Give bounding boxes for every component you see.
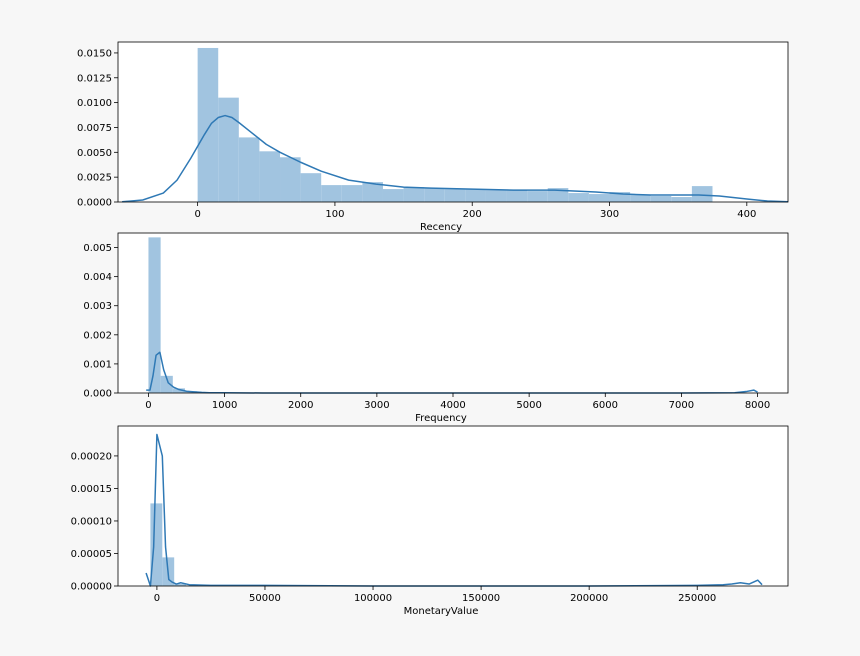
y-tick-label: 0.004 bbox=[83, 272, 112, 283]
y-tick-label: 0.0100 bbox=[77, 98, 112, 109]
x-tick-label: 250000 bbox=[678, 593, 716, 604]
histogram-bar bbox=[485, 190, 507, 202]
x-tick-label: 3000 bbox=[364, 400, 389, 411]
y-tick-label: 0.00010 bbox=[71, 516, 112, 527]
chart-panel-recency: 0 100 200 300 400 0.0000 0.0025 0.0050 0.0075 0.0… bbox=[77, 41, 789, 233]
plot-area bbox=[118, 233, 788, 393]
histogram-bar bbox=[465, 189, 486, 202]
histogram-bar bbox=[382, 189, 404, 202]
histogram-bar bbox=[150, 503, 163, 586]
x-tick-label: 100000 bbox=[354, 593, 392, 604]
x-tick-label: 2000 bbox=[288, 400, 313, 411]
histogram-bar bbox=[691, 186, 713, 202]
x-tick-label: 7000 bbox=[669, 400, 694, 411]
histogram-bar bbox=[547, 188, 569, 202]
y-tick-label: 0.003 bbox=[83, 301, 112, 312]
x-tick-label: 0 bbox=[194, 209, 200, 220]
x-tick-label: 5000 bbox=[516, 400, 541, 411]
x-tick-label: 300 bbox=[600, 209, 619, 220]
y-tick-label: 0.000 bbox=[83, 389, 112, 400]
histogram-bar bbox=[238, 137, 260, 202]
y-tick-label: 0.001 bbox=[83, 359, 112, 370]
x-tick-label: 4000 bbox=[440, 400, 465, 411]
histogram-bar bbox=[650, 196, 672, 202]
histogram-bar bbox=[362, 182, 383, 202]
chart-panel-frequency: 0 1000 2000 3000 4000 5000 6000 7000 8000 0.000 0.… bbox=[83, 232, 789, 424]
histogram-bar bbox=[609, 192, 631, 202]
histogram-bar bbox=[172, 388, 185, 393]
histogram-bar bbox=[444, 189, 466, 202]
histogram-bar bbox=[218, 97, 239, 202]
histogram-bar bbox=[403, 187, 425, 202]
histogram-bar bbox=[527, 191, 548, 202]
kde-line bbox=[145, 433, 763, 587]
y-tick-label: 0.0125 bbox=[77, 73, 112, 84]
x-tick-label: 100 bbox=[325, 209, 344, 220]
x-tick-label: 200000 bbox=[570, 593, 608, 604]
x-axis-label: Recency bbox=[420, 222, 462, 233]
histogram-bar bbox=[506, 190, 528, 202]
x-tick-label: 400 bbox=[737, 209, 756, 220]
y-tick-label: 0.0075 bbox=[77, 123, 112, 134]
histogram-bar bbox=[160, 375, 173, 393]
y-tick-label: 0.00005 bbox=[71, 549, 112, 560]
y-tick-label: 0.0050 bbox=[77, 148, 112, 159]
histogram-bar bbox=[671, 197, 692, 202]
y-tick-label: 0.0025 bbox=[77, 173, 112, 184]
kde-line bbox=[122, 114, 789, 203]
plot-frame bbox=[117, 41, 789, 203]
x-tick-label: 8000 bbox=[745, 400, 770, 411]
y-tick-label: 0.00020 bbox=[71, 451, 112, 462]
histogram-bar bbox=[424, 188, 445, 202]
histogram-bar bbox=[259, 151, 281, 202]
histogram-bar bbox=[300, 173, 322, 202]
histogram-bar bbox=[321, 185, 342, 202]
y-tick-label: 0.00000 bbox=[71, 582, 112, 593]
x-tick-label: 6000 bbox=[593, 400, 618, 411]
histogram-bar bbox=[630, 195, 651, 202]
x-tick-label: 200 bbox=[463, 209, 482, 220]
x-tick-label: 0 bbox=[154, 593, 160, 604]
chart-panel-monetaryvalue: 0 50000 100000 150000 200000 250000 0.00000 0.0… bbox=[71, 425, 789, 617]
y-tick-label: 0.005 bbox=[83, 243, 112, 254]
histogram-bar bbox=[568, 193, 589, 202]
y-tick-label: 0.00015 bbox=[71, 484, 112, 495]
y-tick-label: 0.0000 bbox=[77, 198, 112, 209]
x-tick-label: 150000 bbox=[462, 593, 500, 604]
histogram-bar bbox=[341, 185, 363, 202]
y-tick-label: 0.002 bbox=[83, 330, 112, 341]
x-tick-label: 0 bbox=[145, 400, 151, 411]
x-axis-label: MonetaryValue bbox=[404, 606, 479, 617]
histogram-bar bbox=[588, 194, 610, 202]
histogram-bar bbox=[174, 584, 187, 586]
plot-frame bbox=[117, 425, 789, 587]
histogram-bar bbox=[197, 47, 219, 202]
x-tick-label: 1000 bbox=[212, 400, 237, 411]
histogram-bar bbox=[280, 157, 301, 202]
plot-area bbox=[118, 426, 788, 586]
x-tick-label: 50000 bbox=[249, 593, 281, 604]
y-tick-label: 0.0150 bbox=[77, 48, 112, 59]
x-axis-label: Frequency bbox=[415, 413, 467, 424]
